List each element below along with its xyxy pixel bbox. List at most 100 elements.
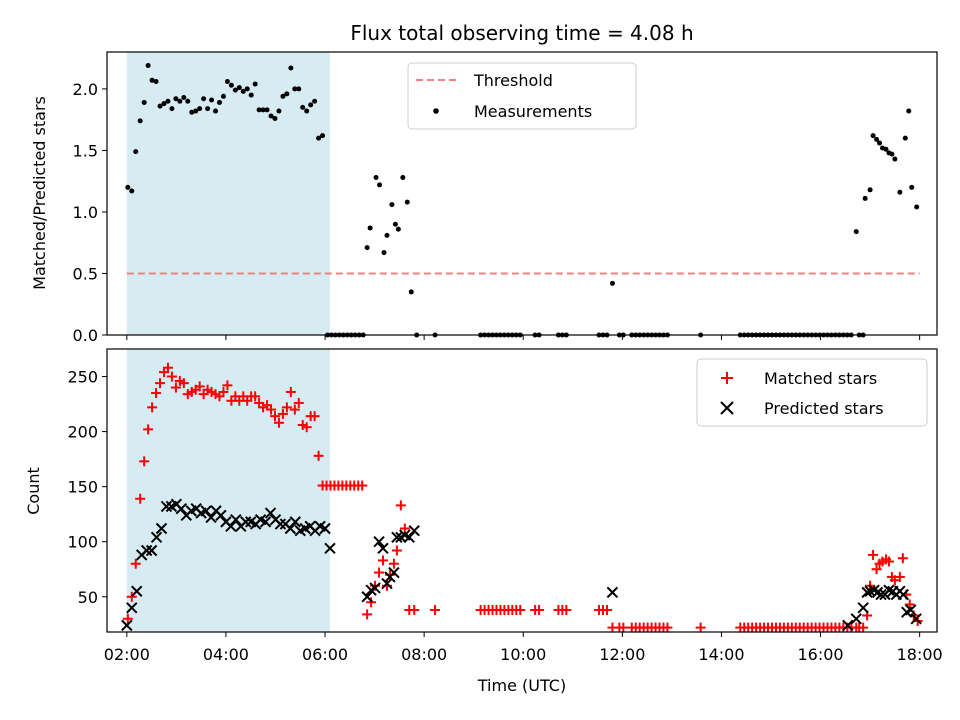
measurement-point — [145, 63, 151, 69]
measurement-point — [853, 229, 859, 235]
measurement-point — [874, 136, 880, 142]
measurement-point — [296, 86, 302, 92]
legend-measurements-swatch — [433, 108, 439, 114]
legend-matched-swatch — [721, 372, 733, 384]
measurement-point — [392, 221, 398, 227]
measurement-point — [914, 204, 920, 210]
matched-star-point — [601, 604, 612, 615]
observing-window-span-top — [126, 52, 330, 335]
matched-star-point — [534, 604, 545, 615]
matched-star-point — [285, 386, 296, 397]
bottom-matched-marks — [122, 362, 923, 633]
y-tick-label: 200 — [67, 423, 98, 442]
matched-star-point — [391, 545, 402, 556]
matched-star-point — [871, 564, 882, 575]
measurement-point — [244, 86, 250, 92]
observing-window-span-bottom — [126, 349, 330, 632]
predicted-star-point — [377, 542, 389, 555]
measurement-point — [272, 115, 278, 121]
matched-star-point — [194, 381, 205, 392]
measurement-point — [236, 85, 242, 91]
predicted-star-point — [230, 513, 242, 526]
measurement-point — [153, 79, 159, 85]
measurement-point — [862, 195, 868, 201]
measurement-point — [209, 97, 215, 103]
measurement-point — [224, 79, 230, 85]
y-tick-label: 0.0 — [73, 326, 98, 345]
predicted-star-point — [850, 613, 862, 625]
predicted-star-point — [225, 520, 237, 532]
y-tick-label: 150 — [67, 478, 98, 497]
matched-star-point — [281, 402, 292, 413]
measurement-point — [189, 109, 195, 115]
measurement-point — [308, 102, 314, 108]
predicted-star-point — [875, 588, 887, 601]
measurement-point — [889, 151, 895, 157]
legend-matched-label: Matched stars — [764, 369, 877, 388]
matched-star-point — [858, 622, 869, 633]
x-tick-label: 02:00 — [104, 645, 150, 664]
predicted-star-point — [205, 511, 217, 524]
matched-star-point — [218, 386, 229, 397]
measurement-point — [169, 106, 175, 112]
matched-star-point — [273, 417, 284, 428]
measurement-point — [216, 99, 222, 105]
matched-star-point — [269, 411, 280, 422]
measurement-point — [877, 140, 883, 146]
measurement-point — [280, 93, 286, 99]
y-tick-label: 1.5 — [73, 141, 98, 160]
top-y-axis-label: Matched/Predicted stars — [30, 96, 49, 290]
measurement-point — [137, 118, 143, 124]
matched-star-point — [135, 493, 146, 504]
predicted-star-point — [131, 585, 143, 597]
bottom-panel: 50 100 150 200 250 02:00 04:00 06:00 08:00 10:00… — [24, 348, 943, 695]
matched-star-point — [618, 622, 629, 633]
measurement-point — [867, 187, 873, 193]
bottom-predicted-marks — [121, 498, 922, 632]
matched-star-point — [139, 456, 150, 467]
matched-star-point — [357, 480, 368, 491]
matched-star-point — [162, 362, 173, 373]
measurement-point — [248, 92, 254, 98]
predicted-star-point — [910, 613, 922, 625]
measurement-point — [185, 98, 191, 104]
predicted-star-point — [126, 602, 138, 614]
matched-star-point — [147, 402, 158, 413]
measurement-point — [177, 98, 183, 104]
bottom-legend-box — [696, 358, 928, 427]
matched-star-point — [662, 622, 673, 633]
predicted-star-point — [381, 577, 393, 590]
y-tick-label: 50 — [78, 588, 98, 607]
measurement-point — [133, 149, 139, 155]
matched-star-point — [309, 411, 320, 422]
matched-star-point — [695, 622, 706, 633]
measurement-point — [213, 108, 219, 114]
matched-star-point — [894, 571, 905, 582]
top-axes-frame — [106, 51, 938, 336]
predicted-star-point — [319, 522, 331, 535]
predicted-star-point — [121, 619, 133, 632]
measurement-point — [897, 189, 903, 195]
measurement-point — [157, 103, 163, 109]
predicted-star-point — [155, 522, 168, 535]
predicted-star-point — [403, 531, 415, 544]
matched-star-point — [868, 549, 879, 560]
predicted-star-point — [200, 505, 212, 517]
matched-star-point — [366, 597, 377, 608]
predicted-star-point — [391, 531, 403, 544]
measurement-point — [220, 93, 226, 99]
matched-star-point — [178, 378, 189, 389]
top-y-ticks: 0.0 0.5 1.0 1.5 2.0 — [73, 80, 107, 345]
measurement-point — [902, 135, 908, 141]
legend-measurements-label: Measurements — [474, 102, 592, 121]
x-tick-label: 12:00 — [599, 645, 645, 664]
matched-star-point — [277, 408, 288, 419]
predicted-star-point — [883, 584, 895, 596]
top-legend-box — [407, 62, 637, 130]
matched-star-point — [409, 604, 420, 615]
matched-star-point — [430, 604, 441, 615]
top-panel: Flux total observing time = 4.08 h 0.00.… — [30, 21, 938, 345]
measurement-point — [892, 156, 898, 162]
predicted-star-point — [284, 522, 297, 535]
measurement-point — [870, 133, 876, 139]
